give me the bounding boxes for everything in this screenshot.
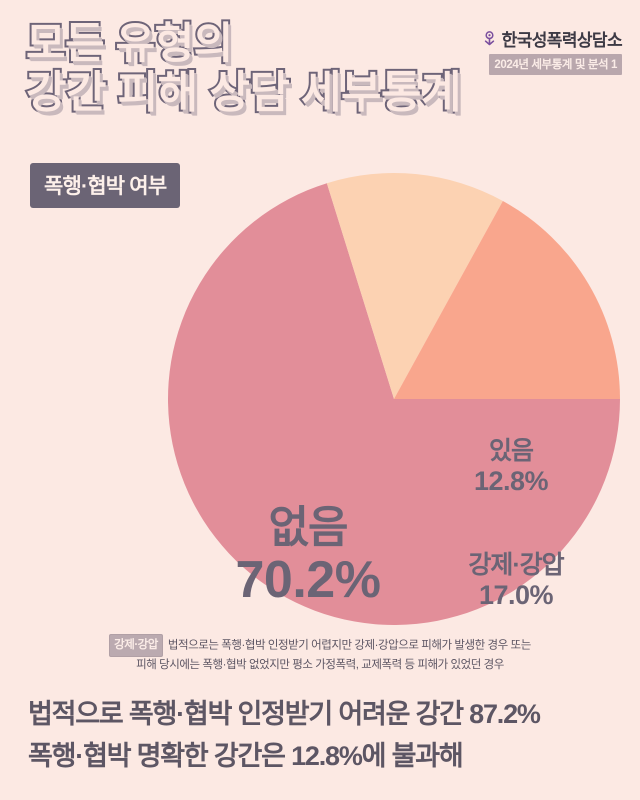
section-badge: 폭행·협박 여부 (30, 163, 181, 208)
conclusion-line-2: 폭행·협박 명확한 강간은 12.8%에 불과해 (28, 740, 464, 771)
pie-slice-1 (326, 172, 503, 399)
pie-slice-2 (394, 200, 620, 399)
pie-chart-svg (168, 172, 620, 625)
organization-emblem-icon (481, 30, 498, 47)
title-line-2: 강간 피해 상담 세부통계 (24, 67, 463, 117)
logo-row: 한국성폭력상담소 (422, 26, 623, 51)
footnote-line-1: 강제·강압 법적으로는 폭행·협박 인정받기 어렵지만 강제·강압으로 피해가 발… (0, 634, 640, 658)
conclusion-line-1: 법적으로 폭행·협박 인정받기 어려운 강간 87.2% (28, 699, 541, 729)
footnote-badge: 강제·강압 (109, 634, 163, 658)
logo-name: 한국성폭력상담소 (501, 31, 623, 50)
footnote-line-1-text: 법적으로는 폭행·협박 인정받기 어렵지만 강제·강압으로 피해가 발생한 경우… (167, 639, 531, 652)
header: 모든 유형의 강간 피해 상담 세부통계 한국성폭력상담소 2024년 세부통계… (0, 0, 640, 150)
title-line-1: 모든 유형의 (24, 19, 235, 68)
conclusion: 법적으로 폭행·협박 인정받기 어려운 강간 87.2% 폭행·협박 명확한 강… (28, 694, 628, 778)
page-title: 모든 유형의 강간 피해 상담 세부통계 (24, 19, 606, 117)
organization-logo: 한국성폭력상담소 2024년 세부통계 및 분석 1 (422, 26, 623, 75)
footnote: 강제·강압 법적으로는 폭행·협박 인정받기 어렵지만 강제·강압으로 피해가 발… (0, 634, 640, 675)
issue-badge: 2024년 세부통계 및 분석 1 (489, 54, 622, 75)
pie-slices (168, 172, 620, 625)
footnote-line-2: 피해 당시에는 폭행·협박 없었지만 평소 가정폭력, 교제폭력 등 피해가 있… (136, 659, 504, 672)
pie-chart: 없음 70.2% 있음 12.8% 강제·강압 17.0% (0, 150, 640, 630)
pie-slice-0 (168, 183, 620, 625)
